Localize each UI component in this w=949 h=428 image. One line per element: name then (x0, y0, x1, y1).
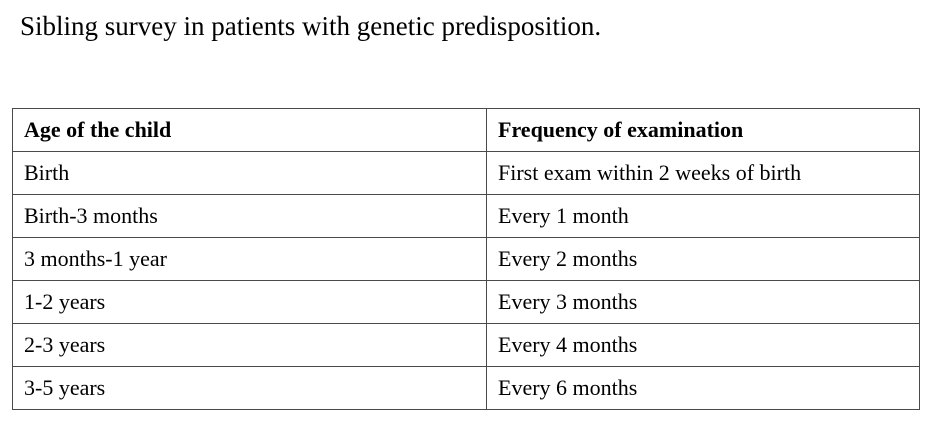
table-row: Birth-3 months Every 1 month (12, 194, 920, 238)
header-age: Age of the child (12, 108, 487, 152)
table-row: 2-3 years Every 4 months (12, 323, 920, 367)
cell-frequency: Every 4 months (486, 323, 920, 367)
cell-age: Birth (12, 151, 487, 195)
cell-age: 2-3 years (12, 323, 487, 367)
cell-frequency: Every 1 month (486, 194, 920, 238)
cell-age: 3-5 years (12, 366, 487, 410)
document-title: Sibling survey in patients with genetic … (20, 11, 602, 41)
header-frequency: Frequency of examination (486, 108, 920, 152)
cell-age: Birth-3 months (12, 194, 487, 238)
cell-age: 3 months-1 year (12, 237, 487, 281)
cell-frequency: Every 2 months (486, 237, 920, 281)
table-row: 1-2 years Every 3 months (12, 280, 920, 324)
cell-age: 1-2 years (12, 280, 487, 324)
table-header-row: Age of the child Frequency of examinatio… (12, 108, 920, 152)
table-row: 3-5 years Every 6 months (12, 366, 920, 410)
screening-schedule-table: Age of the child Frequency of examinatio… (12, 108, 920, 410)
cell-frequency: Every 3 months (486, 280, 920, 324)
cell-frequency: Every 6 months (486, 366, 920, 410)
table-row: Birth First exam within 2 weeks of birth (12, 151, 920, 195)
cell-frequency: First exam within 2 weeks of birth (486, 151, 920, 195)
table-row: 3 months-1 year Every 2 months (12, 237, 920, 281)
